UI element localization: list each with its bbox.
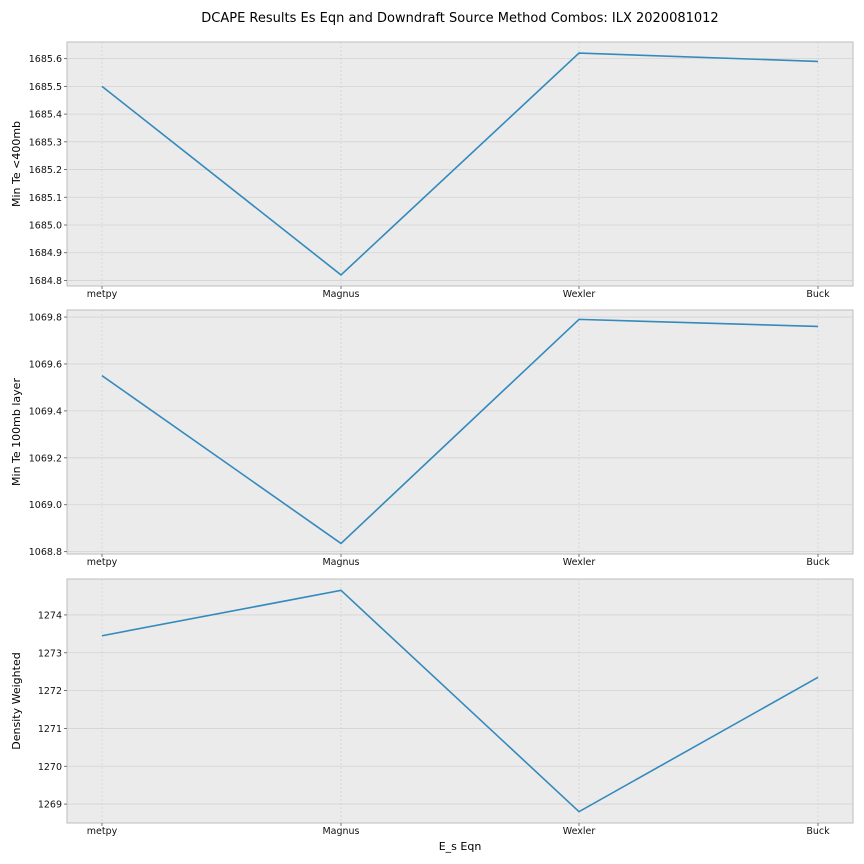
y-tick-label: 1684.8: [29, 276, 62, 287]
subplot-2: 1068.8 1069.0 1069.2 1069.4 1069.6 1069.8 metp…: [10, 309, 854, 568]
x-tick-label: Buck: [806, 289, 830, 300]
x-tick-label: Buck: [806, 557, 830, 568]
y-tick-label: 1069.2: [29, 453, 62, 464]
subplot-1: 1684.8 1684.9 1685.0 1685.1 1685.2 1685.3 1685…: [10, 41, 854, 300]
y-tick-label: 1069.8: [29, 313, 62, 324]
subplot-3: 1269 1270 1271 1272 1273 1274 metpy Magnus Wexle…: [10, 578, 854, 853]
y-axis-label: Min Te <400mb: [10, 121, 23, 207]
y-tick-label: 1270: [38, 762, 62, 773]
y-tick-label: 1269: [38, 800, 62, 811]
x-tick-label: Buck: [806, 826, 830, 837]
x-tick-label: Magnus: [322, 557, 359, 568]
x-tick-label: Magnus: [322, 289, 359, 300]
y-axis-label: Density Weighted: [10, 652, 23, 749]
subplot-panels: 1684.8 1684.9 1685.0 1685.1 1685.2 1685.3 1685…: [10, 41, 854, 853]
y-tick-label: 1069.0: [29, 500, 62, 511]
y-tick-label: 1068.8: [29, 547, 62, 558]
y-tick-label: 1274: [38, 610, 62, 621]
y-tick-label: 1272: [38, 686, 62, 697]
y-tick-label: 1685.6: [29, 54, 62, 65]
y-tick-label: 1685.0: [29, 221, 62, 232]
x-tick-label: Magnus: [322, 826, 359, 837]
y-tick-label: 1271: [38, 724, 62, 735]
y-tick-label: 1684.9: [29, 248, 62, 259]
x-tick-label: Wexler: [563, 289, 596, 300]
x-tick-label: Wexler: [563, 557, 596, 568]
series-line: [101, 318, 819, 545]
y-tick-label: 1069.6: [29, 359, 62, 370]
x-tick-label: Wexler: [563, 826, 596, 837]
x-tick-label: metpy: [87, 826, 118, 837]
series-line: [101, 589, 819, 813]
x-tick-label: metpy: [87, 557, 118, 568]
y-tick-label: 1273: [38, 648, 62, 659]
y-axis-label: Min Te 100mb layer: [10, 378, 23, 486]
y-tick-label: 1685.5: [29, 82, 62, 93]
chart-title: DCAPE Results Es Eqn and Downdraft Sourc…: [201, 11, 718, 26]
y-tick-label: 1685.1: [29, 193, 62, 204]
y-tick-label: 1685.4: [29, 110, 62, 121]
x-axis-label: E_s Eqn: [439, 840, 482, 853]
series-line: [101, 52, 819, 276]
y-tick-label: 1685.3: [29, 137, 62, 148]
y-tick-label: 1685.2: [29, 165, 62, 176]
x-tick-label: metpy: [87, 289, 118, 300]
y-tick-label: 1069.4: [29, 406, 62, 417]
